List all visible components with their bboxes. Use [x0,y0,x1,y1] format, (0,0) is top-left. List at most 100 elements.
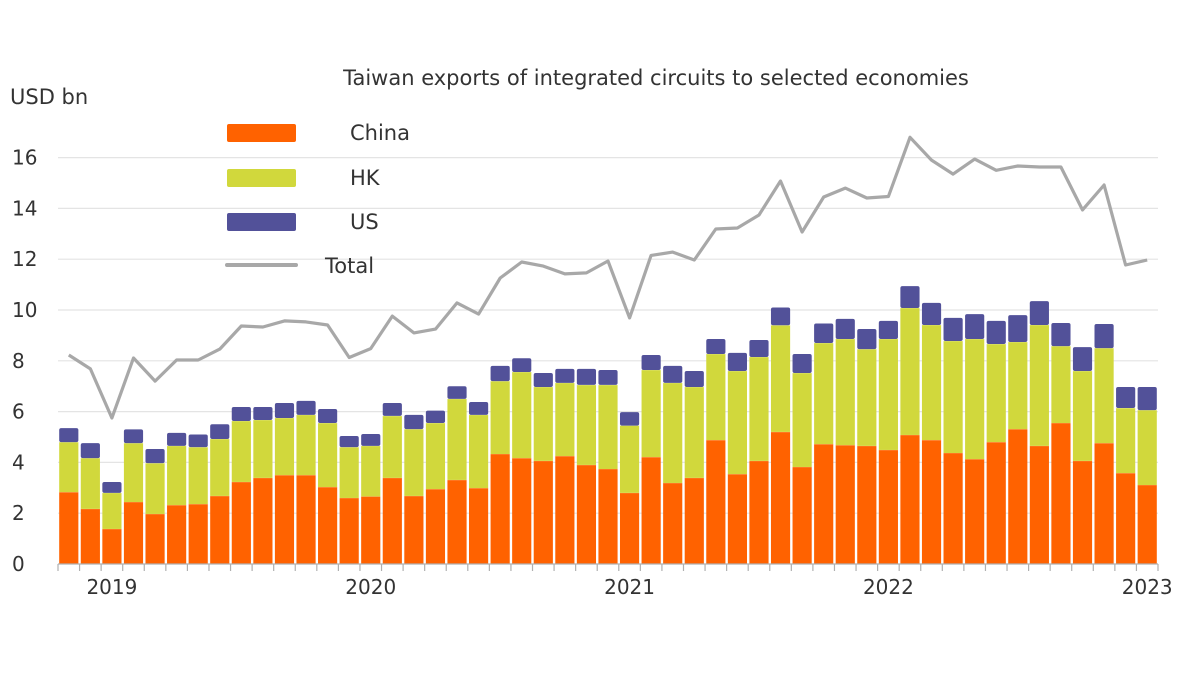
bar-hk-2019-01 [102,492,122,529]
bar-us-2018-11 [59,428,79,443]
x-tick-labels: 2019 2020 2021 2022 2023 [86,575,1172,599]
total-line-layer [67,135,1148,420]
legend-label-china: China [350,121,410,145]
bar-us-2020-03 [404,414,424,430]
bar-hk-2020-01 [361,445,381,497]
bar-us-2019-08 [253,407,273,420]
bar-china-2021-12 [857,445,877,564]
bar-us-2023-01 [1137,386,1157,411]
bar-us-2021-03 [663,365,683,383]
bar-china-2022-04 [943,453,963,564]
bar-china-2020-12 [598,469,618,564]
bar-hk-2018-11 [59,442,79,493]
bar-us-2019-05 [188,434,208,448]
y-tick-label: 12 [12,247,37,271]
bar-hk-2019-07 [231,420,251,482]
bar-us-2019-06 [210,424,230,440]
bar-us-2021-11 [835,318,855,339]
bar-china-2022-02 [900,434,920,564]
bar-us-2020-04 [425,410,446,424]
bar-hk-2020-03 [404,429,424,496]
bar-us-2019-04 [167,432,187,446]
bar-us-2021-01 [619,412,640,426]
legend: China HK US Total [225,121,410,278]
bar-hk-2020-02 [382,415,402,478]
bar-hk-2022-11 [1094,348,1114,444]
y-tick-label: 2 [12,501,25,525]
bar-china-2019-03 [145,513,165,564]
legend-swatch-us [227,213,296,231]
bar-us-2018-12 [80,443,100,459]
bar-us-2020-09 [533,372,553,387]
bar-china-2019-05 [188,504,208,564]
y-tick-label: 4 [12,450,25,474]
bar-china-2020-04 [425,489,446,564]
bar-china-2020-03 [404,495,424,564]
bar-us-2022-08 [1029,301,1049,325]
bar-china-2020-08 [512,458,532,564]
bar-us-2020-07 [490,365,510,382]
x-axis [57,563,1159,571]
legend-label-us: US [350,210,379,234]
bar-us-2022-05 [965,314,985,339]
bar-hk-2020-09 [533,386,553,461]
bar-hk-2022-12 [1116,408,1136,474]
legend-swatch-hk [227,169,296,187]
bar-hk-2022-01 [878,338,898,450]
bar-china-2022-07 [1008,429,1028,564]
bar-china-2022-08 [1029,445,1049,564]
y-tick-label: 0 [12,552,25,576]
bar-china-2020-05 [447,479,467,564]
y-tick-label: 6 [12,400,25,424]
bar-china-2019-11 [318,487,338,564]
y-tick-label: 10 [12,298,37,322]
bar-us-2021-04 [684,370,704,387]
bar-hk-2021-07 [749,356,769,461]
bar-us-2022-10 [1072,347,1093,371]
bar-hk-2019-10 [296,414,316,476]
bar-us-2019-03 [145,448,165,464]
bar-hk-2022-09 [1051,346,1071,424]
bar-hk-2019-02 [123,443,144,503]
bar-us-2022-07 [1008,315,1028,343]
bar-us-2022-09 [1051,322,1071,347]
bar-hk-2022-06 [986,344,1006,443]
bar-china-2019-12 [339,497,359,564]
bar-us-2021-07 [749,339,769,357]
bar-china-2020-07 [490,454,510,564]
bar-china-2021-06 [727,474,747,564]
bar-us-2022-12 [1116,386,1136,409]
bar-china-2021-07 [749,460,769,564]
bar-china-2022-06 [986,442,1006,564]
bar-hk-2019-09 [274,417,295,476]
bar-hk-2022-10 [1072,370,1093,461]
bar-china-2020-10 [555,456,575,564]
legend-label-hk: HK [350,166,381,190]
bar-hk-2020-07 [490,381,510,455]
bar-us-2020-01 [361,433,381,446]
bar-us-2020-11 [576,368,597,385]
y-tick-labels: 0 2 4 6 8 10 12 14 16 [12,146,37,576]
bar-us-2019-07 [231,407,251,421]
bar-china-2020-11 [576,464,597,564]
bar-china-2018-11 [59,492,79,564]
bar-hk-2019-06 [210,439,230,496]
x-tick-label: 2020 [345,575,396,599]
x-tick-label: 2022 [863,575,914,599]
y-tick-label: 8 [12,349,25,373]
bar-hk-2021-05 [706,353,726,441]
bar-us-2020-10 [555,368,575,383]
bar-us-2021-12 [857,329,877,350]
bar-us-2020-12 [598,369,618,385]
y-axis-label: USD bn [10,85,88,109]
bar-hk-2020-06 [469,414,489,489]
bar-hk-2022-07 [1008,342,1028,430]
bar-hk-2020-08 [512,371,532,459]
bar-china-2021-10 [814,444,834,564]
bar-china-2021-01 [619,492,640,564]
bar-hk-2021-01 [619,425,640,493]
bar-hk-2021-09 [792,372,812,467]
bar-us-2021-09 [792,353,812,373]
bar-hk-2021-03 [663,382,683,483]
